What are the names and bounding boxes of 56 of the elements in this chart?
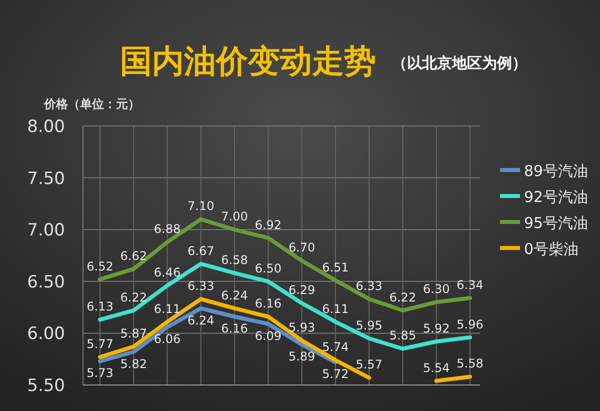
data-label: 6.67 (188, 244, 214, 258)
data-label: 6.62 (120, 248, 147, 263)
data-label: 6.06 (154, 332, 181, 346)
data-label: 5.73 (86, 366, 114, 380)
data-label: 6.70 (288, 240, 316, 255)
legend-label: 0号柴油 (524, 240, 579, 258)
data-label: 6.30 (423, 282, 450, 296)
data-label: 5.87 (120, 326, 147, 341)
data-label: 6.92 (254, 218, 282, 232)
data-label: 5.89 (288, 350, 316, 364)
data-label: 5.54 (423, 360, 450, 375)
data-label: 5.74 (322, 340, 349, 354)
data-label: 6.58 (221, 253, 248, 268)
legend-label: 89号汽油 (524, 162, 588, 180)
y-tick-label: 7.50 (27, 168, 65, 189)
data-label: 6.13 (86, 300, 114, 314)
data-label: 6.16 (221, 322, 248, 336)
data-label: 5.95 (356, 318, 382, 332)
data-label: 6.16 (254, 296, 282, 311)
chart-title: 国内油价变动走势 (120, 42, 376, 80)
data-label: 6.33 (356, 279, 382, 294)
y-tick-label: 6.00 (27, 324, 65, 344)
data-label: 6.51 (322, 260, 349, 274)
data-label: 5.96 (456, 317, 484, 332)
y-tick-label: 5.50 (27, 376, 65, 396)
data-label: 6.29 (288, 283, 316, 298)
data-label: 5.85 (389, 328, 416, 343)
y-tick-label: 7.00 (27, 220, 65, 241)
data-label: 6.22 (120, 290, 147, 304)
data-label: 5.82 (120, 356, 147, 371)
data-label: 5.92 (423, 321, 450, 336)
legend-label: 92号汽油 (524, 188, 588, 206)
data-label: 6.52 (86, 259, 114, 274)
data-label: 6.11 (322, 302, 349, 316)
chart-subtitle: （以北京地区为例） (392, 54, 527, 72)
data-label: 6.33 (188, 279, 214, 294)
data-label: 5.77 (86, 337, 114, 352)
data-label: 6.09 (254, 328, 282, 343)
legend-label: 95号汽油 (524, 214, 588, 232)
y-axis-title: 价格（单位：元） (43, 97, 140, 111)
data-label: 6.22 (389, 290, 416, 304)
data-label: 5.93 (288, 320, 316, 334)
y-tick-label: 8.00 (27, 117, 65, 137)
y-tick-label: 6.50 (27, 272, 65, 292)
data-label: 6.88 (154, 222, 181, 236)
data-label: 7.10 (188, 199, 214, 214)
data-label: 6.50 (254, 261, 282, 276)
data-label: 6.46 (154, 266, 181, 280)
data-label: 6.24 (221, 288, 248, 302)
data-label: 5.72 (322, 367, 349, 382)
data-label: 6.11 (154, 302, 181, 316)
data-label: 6.24 (188, 313, 214, 328)
data-label: 5.57 (356, 358, 382, 372)
data-label: 6.34 (456, 278, 484, 292)
data-label: 5.58 (456, 356, 484, 371)
data-label: 7.00 (221, 210, 248, 224)
